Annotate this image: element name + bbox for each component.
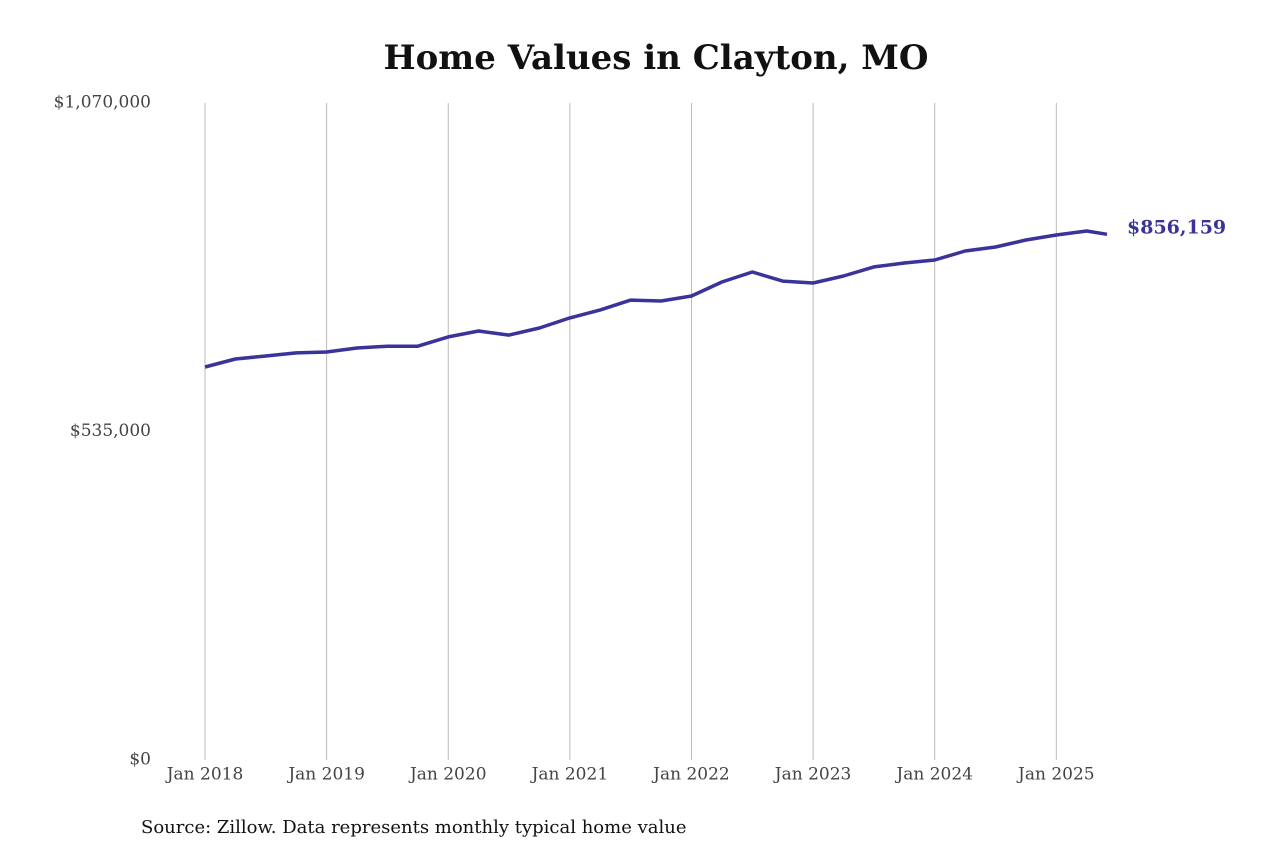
x-tick-label: Jan 2020 (408, 765, 487, 785)
value-label: $856,159 (1127, 216, 1226, 238)
x-tick-label: Jan 2023 (773, 765, 852, 785)
x-tick-label: Jan 2022 (651, 765, 730, 785)
x-tick-label: Jan 2021 (530, 765, 609, 785)
chart-title: Home Values in Clayton, MO (383, 38, 928, 78)
line (204, 229, 1108, 369)
y-tick-label: $535,000 (70, 421, 151, 441)
source-note: Source: Zillow. Data represents monthly … (141, 817, 687, 838)
x-tick-label: Jan 2018 (165, 765, 244, 785)
y-tick-label: $0 (129, 750, 151, 770)
x-tick-label: Jan 2024 (894, 765, 973, 785)
x-tick-label: Jan 2019 (286, 765, 365, 785)
y-tick-label: $1,070,000 (54, 93, 151, 113)
x-tick-label: Jan 2025 (1016, 765, 1095, 785)
